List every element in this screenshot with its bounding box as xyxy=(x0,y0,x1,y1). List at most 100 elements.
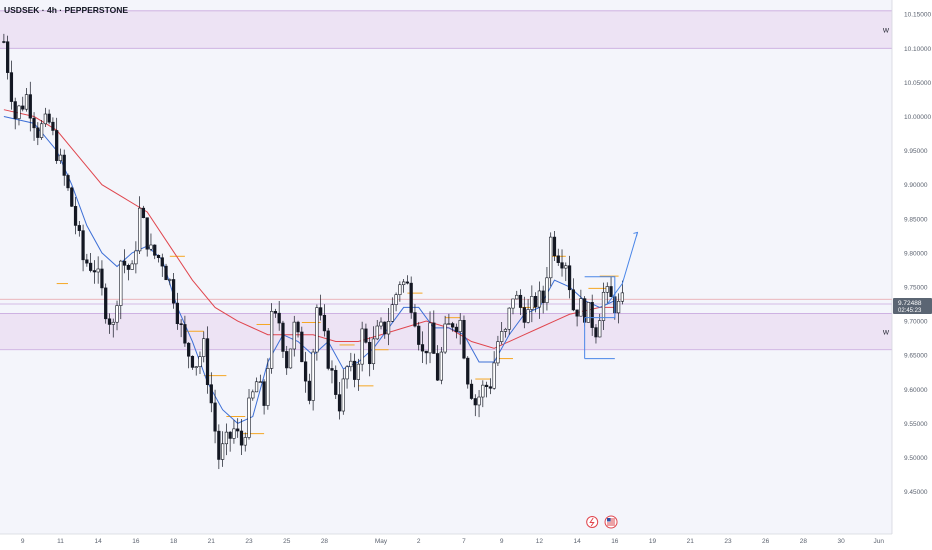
time-tick-label: 14 xyxy=(95,538,103,545)
event-icons[interactable] xyxy=(586,515,618,529)
price-tick-label: 9.65000 xyxy=(904,353,928,360)
candle-bear xyxy=(285,351,289,369)
time-tick-label: 18 xyxy=(170,538,178,545)
time-tick-label: 23 xyxy=(724,538,732,545)
candle-bear xyxy=(466,357,470,385)
time-axis[interactable]: 9 11 14 16 18 21 23 25 28 May 2 7 9 12 14 16 19 21 23 26 28 3… xyxy=(0,533,892,545)
candle-bear xyxy=(405,281,410,284)
candle-bear xyxy=(73,206,78,226)
flag-stripe xyxy=(607,520,616,522)
candle-bull xyxy=(356,363,360,380)
candle-bull xyxy=(58,154,63,161)
candle-bull xyxy=(202,338,206,357)
candle-bear xyxy=(36,127,40,138)
candle-bull xyxy=(500,331,504,342)
projection-arrow-line xyxy=(606,232,638,305)
candle-bear xyxy=(81,230,85,261)
candle-bull xyxy=(251,391,255,399)
candle-bear xyxy=(262,381,266,406)
horizontal-lines-layer xyxy=(0,298,892,305)
candle-bull xyxy=(288,348,293,369)
candle-bear xyxy=(175,302,179,325)
candle-bear xyxy=(66,175,70,189)
price-tag-countdown: 02:45:23 xyxy=(898,308,922,314)
candle-bear xyxy=(541,290,545,303)
projection-layer xyxy=(584,231,639,360)
candle-bull xyxy=(579,298,583,317)
price-axis[interactable]: 10.15000 10.10000 10.05000 10.00000 9.95000 9… xyxy=(891,0,931,534)
time-tick-label: 19 xyxy=(649,538,657,545)
candle-bear xyxy=(13,101,17,119)
price-tick-label: 9.90000 xyxy=(904,182,928,189)
zone-label-1: W xyxy=(883,330,890,337)
candle-bull xyxy=(601,291,606,321)
candle-bear xyxy=(352,360,357,380)
candle-bear xyxy=(473,398,477,406)
candle-bull xyxy=(311,351,315,401)
candle-bull xyxy=(503,328,508,332)
candle-bull xyxy=(371,338,376,365)
candle-bull xyxy=(537,290,542,308)
candle-bull xyxy=(443,323,447,353)
time-tick-label: 21 xyxy=(208,538,216,545)
candle-bull xyxy=(17,105,21,119)
candle-bull xyxy=(138,207,142,252)
time-tick-label: 28 xyxy=(321,538,329,545)
candle-bull xyxy=(96,268,100,273)
candle-bear xyxy=(326,330,330,369)
us-flag-event-icon[interactable] xyxy=(604,515,618,529)
projection-box xyxy=(584,276,616,319)
candle-bull xyxy=(258,381,262,384)
candle-bull xyxy=(224,431,229,445)
candle-bull xyxy=(549,236,553,279)
slow-moving-average-line xyxy=(3,109,615,349)
candles-layer xyxy=(2,33,624,470)
candle-bull xyxy=(439,351,443,381)
candle-bear xyxy=(28,94,32,119)
time-tick-label: Jun xyxy=(874,538,885,545)
candle-bull xyxy=(119,260,123,306)
candle-bear xyxy=(560,262,564,269)
candle-bull xyxy=(149,244,153,250)
candle-bear xyxy=(435,353,440,381)
candle-bear xyxy=(296,321,300,333)
candle-bull xyxy=(564,265,568,269)
time-tick-label: 9 xyxy=(500,538,504,545)
candle-bear xyxy=(522,307,526,323)
candle-bull xyxy=(598,320,602,338)
candle-bull xyxy=(458,319,462,332)
candle-bear xyxy=(575,309,579,317)
candle-bear xyxy=(409,282,413,313)
price-tick-label: 9.45000 xyxy=(904,489,928,496)
candle-bull xyxy=(247,397,251,438)
candle-bear xyxy=(383,321,387,335)
candle-bear xyxy=(454,326,459,332)
candle-bear xyxy=(187,342,191,357)
price-tick-label: 9.85000 xyxy=(904,216,928,223)
candle-bear xyxy=(488,386,492,389)
candle-bear xyxy=(126,264,130,270)
candle-bear xyxy=(47,113,51,123)
candle-bear xyxy=(281,322,285,352)
candle-bear xyxy=(104,287,108,320)
candle-bull xyxy=(507,307,511,330)
candle-bull xyxy=(115,305,119,323)
candle-bear xyxy=(122,260,127,266)
lightning-bolt-shape xyxy=(589,517,595,527)
candle-bull xyxy=(111,321,115,325)
candle-bear xyxy=(567,265,572,291)
candle-bull xyxy=(379,321,383,327)
candle-bull xyxy=(390,304,394,322)
candle-bear xyxy=(213,402,217,432)
candle-bull xyxy=(545,277,549,303)
candle-bear xyxy=(107,318,112,325)
candle-bear xyxy=(190,355,195,368)
time-tick-label: 2 xyxy=(417,538,421,545)
candle-bear xyxy=(2,41,6,43)
candle-bull xyxy=(43,113,47,125)
candle-bull xyxy=(375,325,379,340)
candle-bull xyxy=(586,302,591,323)
candle-bull xyxy=(220,443,225,460)
